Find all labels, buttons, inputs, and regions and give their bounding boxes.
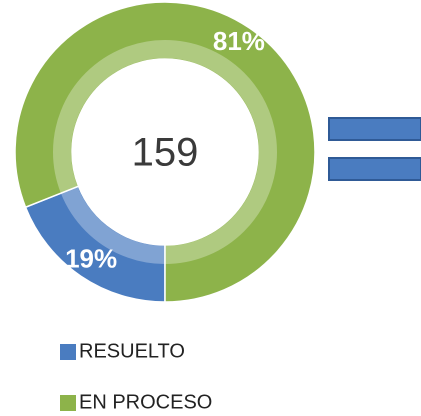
legend-label: EN PROCESO <box>79 391 212 413</box>
legend: RESUELTO EN PROCESO <box>60 340 212 413</box>
data-label: 19% <box>65 244 117 274</box>
legend-swatch <box>60 395 76 411</box>
donut-hole <box>72 59 258 245</box>
equals-bar <box>328 117 421 141</box>
legend-swatch <box>60 344 76 360</box>
equals-bar <box>328 157 421 181</box>
donut: 19% 81% <box>14 1 316 303</box>
data-label: 81% <box>213 26 265 56</box>
center-total: 159 <box>132 131 199 175</box>
inner-ring <box>53 40 277 264</box>
legend-label: RESUELTO <box>79 340 185 362</box>
